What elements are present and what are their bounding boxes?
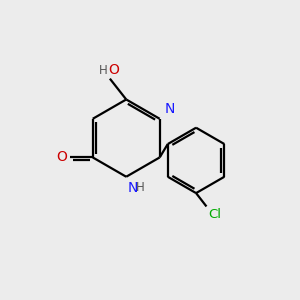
Text: Cl: Cl xyxy=(208,208,221,221)
Text: H: H xyxy=(99,64,107,77)
Text: O: O xyxy=(108,63,119,77)
Text: N: N xyxy=(128,181,138,195)
Text: H: H xyxy=(135,181,144,194)
Text: N: N xyxy=(165,102,175,116)
Text: O: O xyxy=(56,150,67,164)
